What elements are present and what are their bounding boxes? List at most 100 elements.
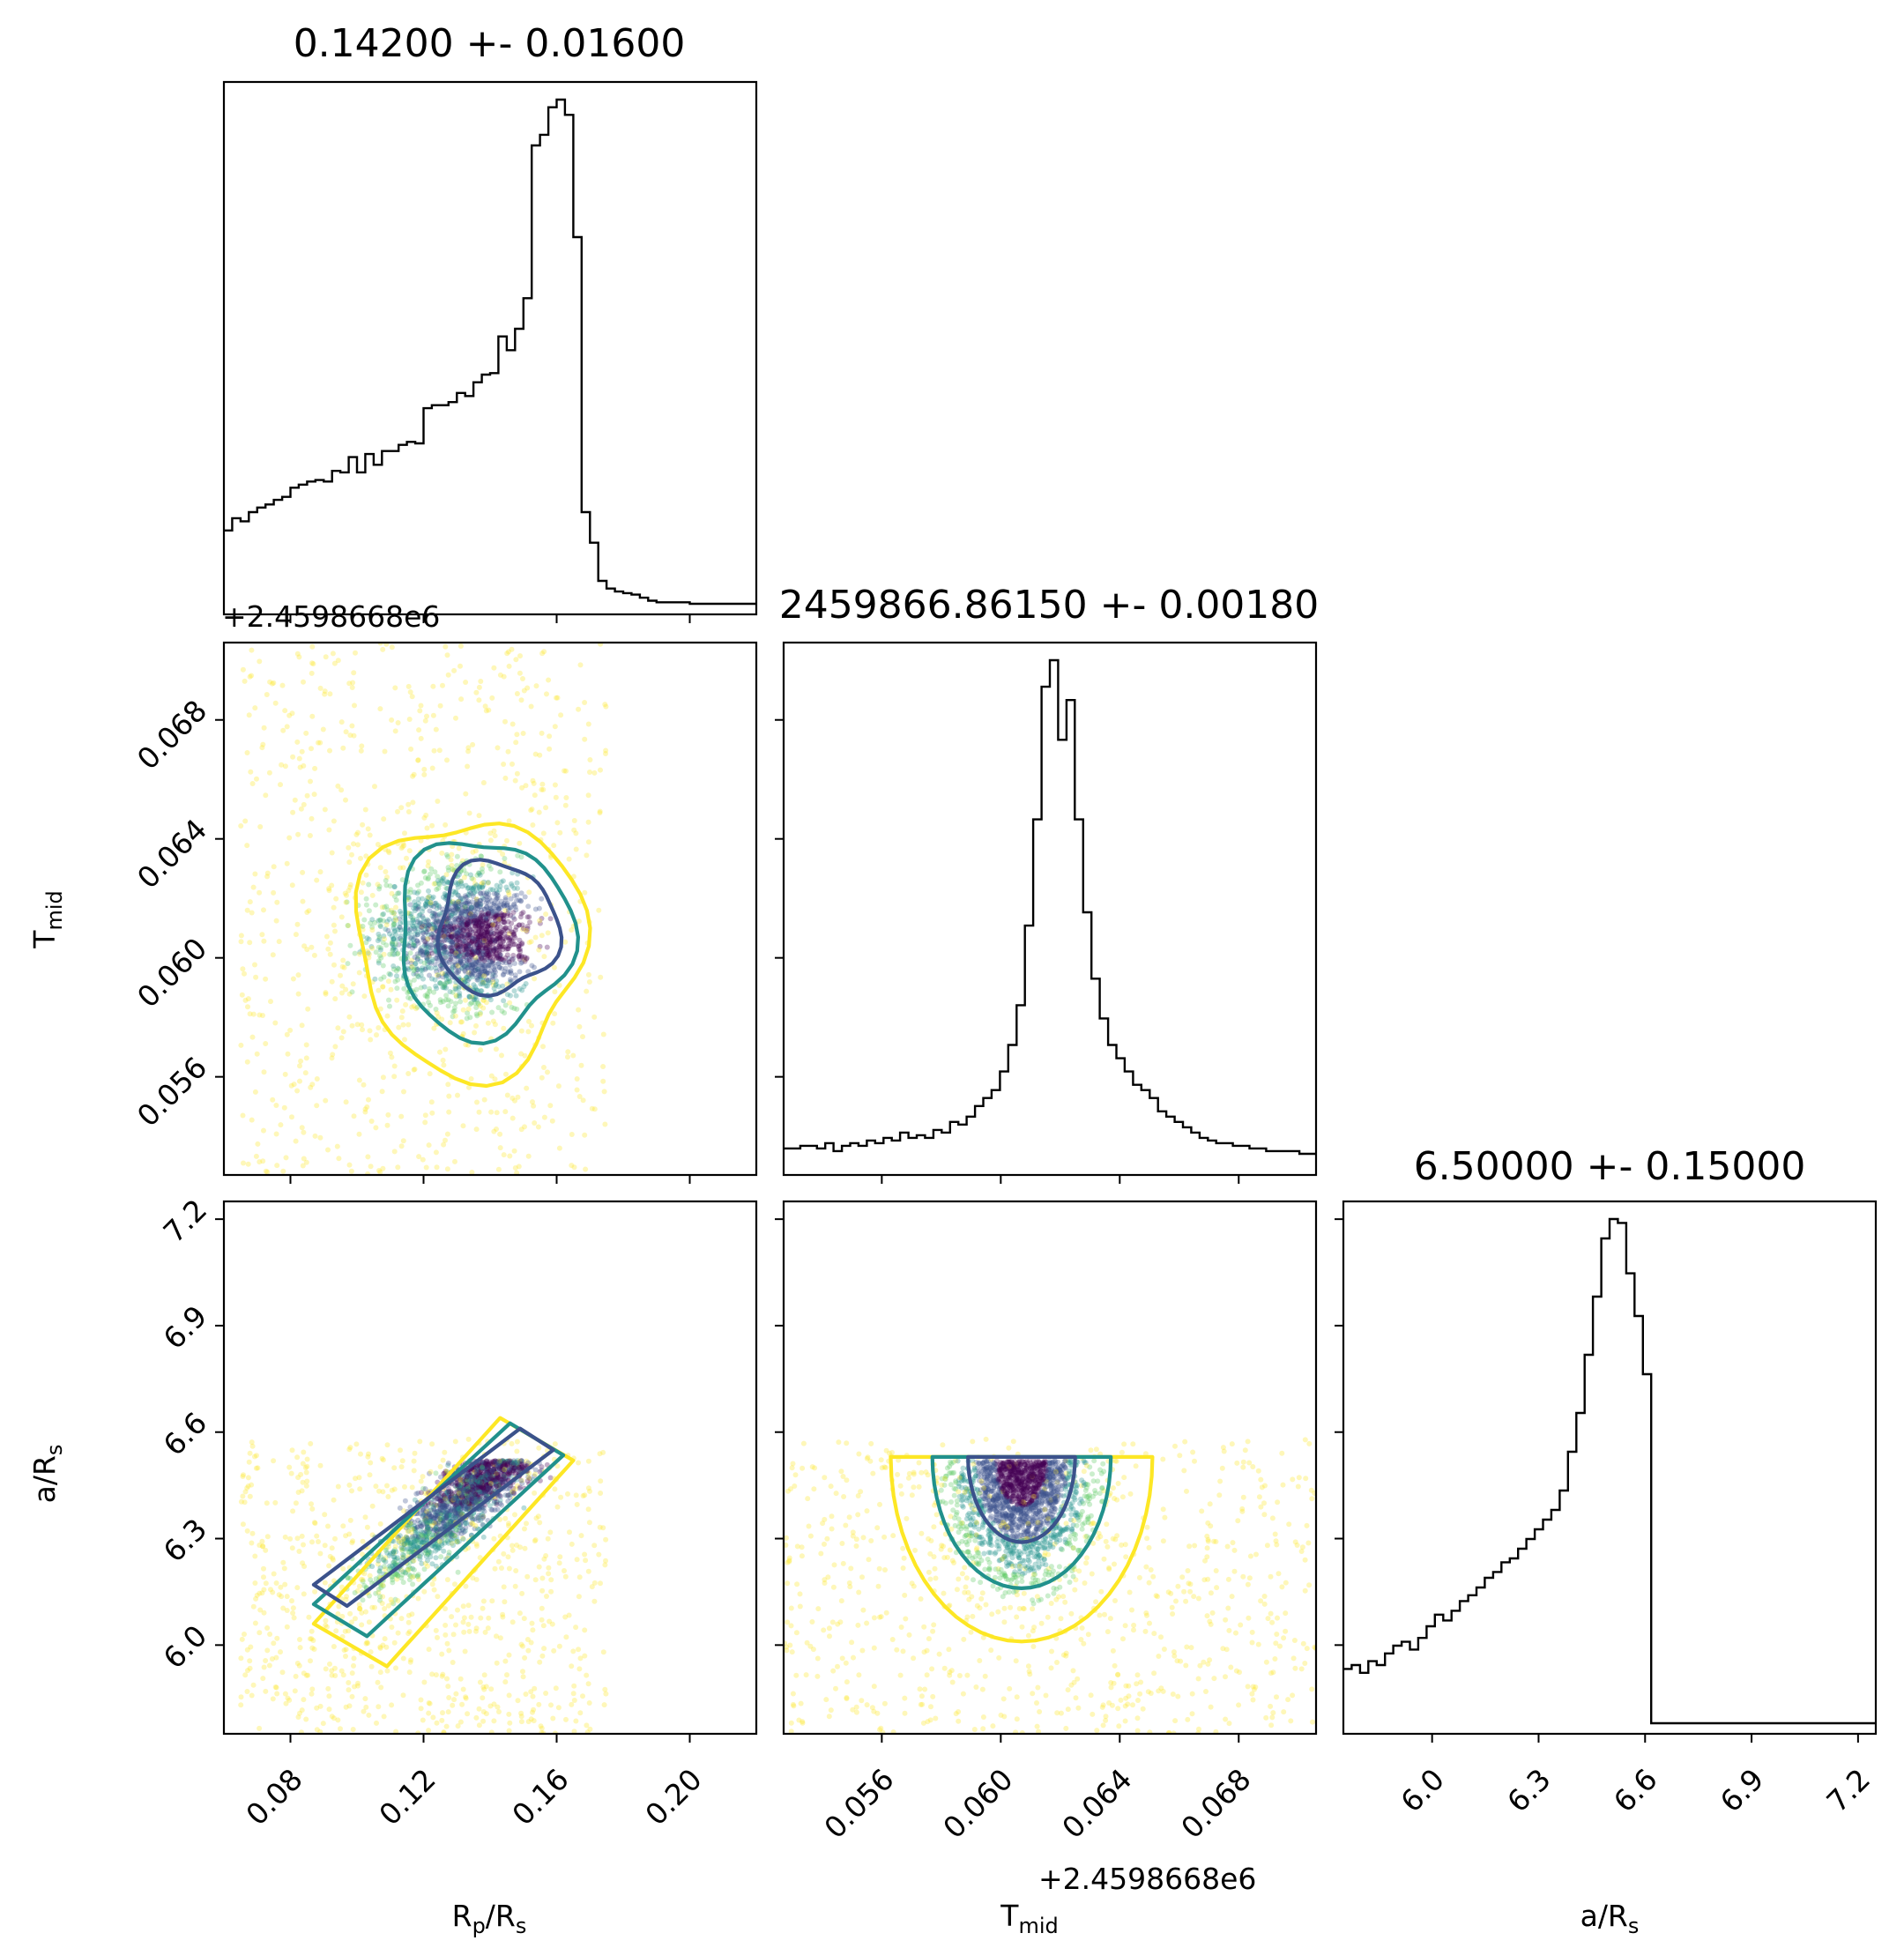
scatter-point (272, 1499, 279, 1506)
scatter-point (294, 1454, 301, 1461)
scatter-point (598, 1491, 604, 1496)
scatter-point (273, 918, 279, 924)
scatter-point (521, 1505, 527, 1511)
scatter-point (472, 971, 478, 978)
scatter-point (414, 955, 420, 962)
scatter-point (585, 1458, 591, 1464)
scatter-point (299, 748, 305, 755)
scatter-point (487, 905, 494, 911)
scatter-point (407, 689, 413, 695)
scatter-point (449, 948, 455, 955)
scatter-point (439, 850, 445, 856)
scatter-point (425, 918, 431, 924)
scatter-point (245, 996, 251, 1002)
scatter-point (495, 961, 502, 967)
scatter-point (362, 1109, 368, 1115)
scatter-point (346, 888, 352, 894)
scatter-point (300, 869, 306, 875)
scatter-point (548, 1577, 554, 1583)
scatter-point (461, 1615, 467, 1621)
scatter-point (460, 921, 466, 926)
scatter-point (439, 1016, 445, 1022)
scatter-point (466, 976, 472, 982)
scatter-point (418, 967, 424, 973)
scatter-point (495, 913, 501, 919)
scatter-point (441, 875, 447, 881)
scatter-point (240, 1474, 246, 1479)
scatter-point (502, 935, 509, 941)
scatter-point (249, 647, 255, 653)
scatter-point (490, 982, 496, 988)
scatter-point (346, 1014, 353, 1020)
scatter-point (476, 933, 482, 940)
scatter-point (421, 984, 428, 990)
scatter-point (506, 931, 512, 937)
scatter-point (460, 955, 466, 962)
scatter-point (463, 997, 468, 1003)
scatter-point (529, 1022, 534, 1029)
scatter-point (429, 1671, 435, 1677)
scatter-point (487, 955, 493, 960)
scatter-point (485, 939, 491, 945)
scatter-point (405, 965, 411, 971)
scatter-point (451, 900, 457, 906)
scatter-point (423, 929, 429, 935)
scatter-point (261, 1664, 267, 1670)
scatter-point (470, 911, 476, 918)
scatter-point (492, 963, 498, 970)
scatter-point (398, 805, 405, 811)
scatter-point (472, 848, 479, 854)
scatter-point (406, 896, 412, 903)
scatter-point (376, 1025, 382, 1030)
scatter-point (468, 872, 473, 878)
scatter-point (512, 927, 518, 933)
scatter-point (352, 1590, 358, 1595)
scatter-point (508, 993, 513, 999)
scatter-point (479, 926, 485, 932)
scatter-point (487, 939, 494, 945)
scatter-point (407, 887, 413, 893)
scatter-point (421, 766, 428, 772)
scatter-point (383, 882, 390, 888)
scatter-point (443, 971, 449, 978)
scatter-point (457, 939, 464, 945)
scatter-point (473, 1577, 480, 1582)
scatter-point (247, 673, 253, 680)
scatter-point (424, 941, 430, 947)
scatter-point (411, 771, 417, 777)
scatter-point (495, 900, 501, 906)
scatter-point (448, 924, 454, 930)
scatter-point (309, 1082, 316, 1088)
scatter-point (419, 948, 425, 954)
scatter-point (517, 942, 523, 948)
scatter-point (443, 927, 450, 933)
scatter-point (470, 963, 476, 969)
scatter-point (598, 974, 604, 980)
scatter-point (450, 919, 457, 926)
scatter-point (495, 890, 501, 896)
scatter-point (357, 1486, 363, 1492)
scatter-point (447, 951, 453, 957)
scatter-point (476, 969, 481, 975)
scatter-point (485, 963, 491, 969)
scatter-point (600, 1031, 606, 1037)
scatter-point (465, 929, 471, 935)
scatter-point (383, 922, 390, 928)
scatter-point (396, 941, 402, 948)
scatter-point (268, 999, 273, 1005)
scatter-point (483, 929, 489, 935)
scatter-point (495, 1166, 502, 1172)
scatter-point (441, 945, 447, 950)
scatter-point (462, 904, 468, 910)
scatter-point (274, 1163, 280, 1169)
scatter-point (481, 938, 487, 944)
scatter-point (272, 1684, 279, 1690)
scatter-point (459, 910, 465, 916)
scatter-point (496, 955, 502, 962)
scatter-point (465, 942, 472, 948)
scatter-point (410, 1581, 416, 1587)
scatter-point (522, 1124, 527, 1130)
scatter-point (412, 943, 418, 948)
scatter-point (483, 935, 489, 941)
scatter-point (485, 944, 491, 950)
